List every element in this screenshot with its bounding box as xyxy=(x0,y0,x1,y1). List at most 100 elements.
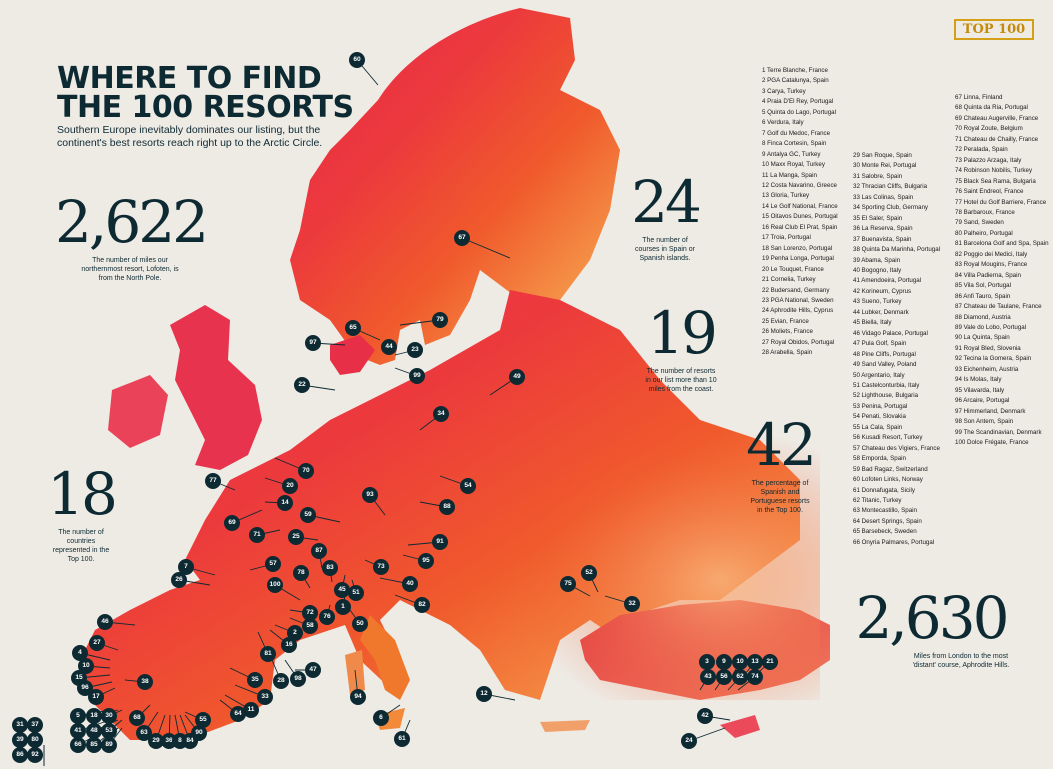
resort-pin-58[interactable]: 58 xyxy=(302,618,318,634)
resort-pin-47[interactable]: 47 xyxy=(305,662,321,678)
resort-pin-52[interactable]: 52 xyxy=(581,565,597,581)
scandinavia xyxy=(290,8,620,365)
resort-pin-17[interactable]: 17 xyxy=(88,689,104,705)
resort-pin-60[interactable]: 60 xyxy=(349,52,365,68)
resort-pin-24[interactable]: 24 xyxy=(681,733,697,749)
resort-pin-11[interactable]: 11 xyxy=(243,702,259,718)
resort-pin-64[interactable]: 64 xyxy=(230,706,246,722)
resort-pin-20[interactable]: 20 xyxy=(282,478,298,494)
resort-pin-4[interactable]: 4 xyxy=(72,645,88,661)
resort-pin-54[interactable]: 54 xyxy=(460,478,476,494)
resort-pin-57[interactable]: 57 xyxy=(265,556,281,572)
resort-pin-77[interactable]: 77 xyxy=(205,473,221,489)
resort-pin-83[interactable]: 83 xyxy=(322,560,338,576)
resort-pin-91[interactable]: 91 xyxy=(432,534,448,550)
resort-pin-26[interactable]: 26 xyxy=(171,572,187,588)
resort-pin-78[interactable]: 78 xyxy=(293,565,309,581)
resort-pin-27[interactable]: 27 xyxy=(89,635,105,651)
resort-pin-7[interactable]: 7 xyxy=(178,559,194,575)
resort-pin-82[interactable]: 82 xyxy=(414,597,430,613)
resort-pin-18[interactable]: 18 xyxy=(86,708,102,724)
resort-pin-53[interactable]: 53 xyxy=(101,723,117,739)
resort-pin-14[interactable]: 14 xyxy=(277,495,293,511)
resort-pin-99[interactable]: 99 xyxy=(409,368,425,384)
resort-pin-49[interactable]: 49 xyxy=(509,369,525,385)
resort-pin-12[interactable]: 12 xyxy=(476,686,492,702)
resort-pin-44[interactable]: 44 xyxy=(381,339,397,355)
resort-pin-71[interactable]: 71 xyxy=(249,527,265,543)
resort-pin-87[interactable]: 87 xyxy=(311,543,327,559)
resort-pin-67[interactable]: 67 xyxy=(454,230,470,246)
resort-pin-89[interactable]: 89 xyxy=(101,737,117,753)
resort-pin-10[interactable]: 10 xyxy=(732,654,748,670)
resort-pin-80[interactable]: 80 xyxy=(27,732,43,748)
resort-pin-45[interactable]: 45 xyxy=(334,582,350,598)
resort-pin-90[interactable]: 90 xyxy=(191,725,207,741)
resort-pin-40[interactable]: 40 xyxy=(402,576,418,592)
resort-pin-85[interactable]: 85 xyxy=(86,737,102,753)
resort-pin-81[interactable]: 81 xyxy=(260,646,276,662)
resort-pin-62[interactable]: 62 xyxy=(732,669,748,685)
resort-pin-29[interactable]: 29 xyxy=(148,733,164,749)
resort-pin-75[interactable]: 75 xyxy=(560,576,576,592)
resort-pin-98[interactable]: 98 xyxy=(290,671,306,687)
resort-entry: 21 Cornelia, Turkey xyxy=(762,276,816,284)
resort-pin-66[interactable]: 66 xyxy=(70,737,86,753)
resort-pin-100[interactable]: 100 xyxy=(267,577,283,593)
resort-pin-35[interactable]: 35 xyxy=(247,672,263,688)
resort-entry: 70 Royal Zoute, Belgium xyxy=(955,125,1023,133)
resort-pin-3[interactable]: 3 xyxy=(699,654,715,670)
resort-pin-59[interactable]: 59 xyxy=(300,507,316,523)
resort-pin-93[interactable]: 93 xyxy=(362,487,378,503)
resort-pin-92[interactable]: 92 xyxy=(27,747,43,763)
resort-pin-13[interactable]: 13 xyxy=(747,654,763,670)
resort-pin-72[interactable]: 72 xyxy=(302,605,318,621)
resort-pin-38[interactable]: 38 xyxy=(137,674,153,690)
resort-pin-68[interactable]: 68 xyxy=(129,710,145,726)
resort-pin-51[interactable]: 51 xyxy=(348,585,364,601)
resort-pin-22[interactable]: 22 xyxy=(294,377,310,393)
resort-pin-30[interactable]: 30 xyxy=(101,708,117,724)
resort-pin-55[interactable]: 55 xyxy=(195,712,211,728)
resort-pin-6[interactable]: 6 xyxy=(373,710,389,726)
resort-pin-16[interactable]: 16 xyxy=(281,637,297,653)
resort-pin-28[interactable]: 28 xyxy=(273,673,289,689)
resort-pin-48[interactable]: 48 xyxy=(86,723,102,739)
resort-pin-61[interactable]: 61 xyxy=(394,731,410,747)
resort-pin-9[interactable]: 9 xyxy=(716,654,732,670)
resort-pin-46[interactable]: 46 xyxy=(97,614,113,630)
resort-pin-39[interactable]: 39 xyxy=(12,732,28,748)
resort-pin-25[interactable]: 25 xyxy=(288,529,304,545)
resort-pin-31[interactable]: 31 xyxy=(12,717,28,733)
resort-pin-65[interactable]: 65 xyxy=(345,320,361,336)
resort-pin-1[interactable]: 1 xyxy=(335,599,351,615)
resort-pin-34[interactable]: 34 xyxy=(433,406,449,422)
resort-pin-56[interactable]: 56 xyxy=(716,669,732,685)
resort-entry: 39 Abama, Spain xyxy=(853,256,901,264)
resort-pin-70[interactable]: 70 xyxy=(298,463,314,479)
resort-pin-97[interactable]: 97 xyxy=(305,335,321,351)
resort-pin-86[interactable]: 86 xyxy=(12,747,28,763)
resort-pin-23[interactable]: 23 xyxy=(407,342,423,358)
resort-pin-37[interactable]: 37 xyxy=(27,717,43,733)
resort-pin-95[interactable]: 95 xyxy=(418,553,434,569)
resort-pin-88[interactable]: 88 xyxy=(439,499,455,515)
resort-pin-41[interactable]: 41 xyxy=(70,723,86,739)
resort-entry: 98 Son Antem, Spain xyxy=(955,418,1014,426)
resort-entry: 61 Donnafugata, Sicily xyxy=(853,486,915,494)
resort-entry: 40 Bogogno, Italy xyxy=(853,266,902,274)
resort-pin-69[interactable]: 69 xyxy=(224,515,240,531)
resort-pin-74[interactable]: 74 xyxy=(747,669,763,685)
resort-pin-42[interactable]: 42 xyxy=(697,708,713,724)
resort-pin-79[interactable]: 79 xyxy=(432,312,448,328)
resort-pin-43[interactable]: 43 xyxy=(700,669,716,685)
resort-pin-33[interactable]: 33 xyxy=(257,689,273,705)
resort-pin-32[interactable]: 32 xyxy=(624,596,640,612)
resort-pin-76[interactable]: 76 xyxy=(319,609,335,625)
resort-pin-94[interactable]: 94 xyxy=(350,689,366,705)
resort-pin-21[interactable]: 21 xyxy=(762,654,778,670)
resort-pin-5[interactable]: 5 xyxy=(70,708,86,724)
resort-pin-73[interactable]: 73 xyxy=(373,559,389,575)
resort-entry: 91 Royal Bled, Slovenia xyxy=(955,344,1021,352)
resort-pin-50[interactable]: 50 xyxy=(352,616,368,632)
